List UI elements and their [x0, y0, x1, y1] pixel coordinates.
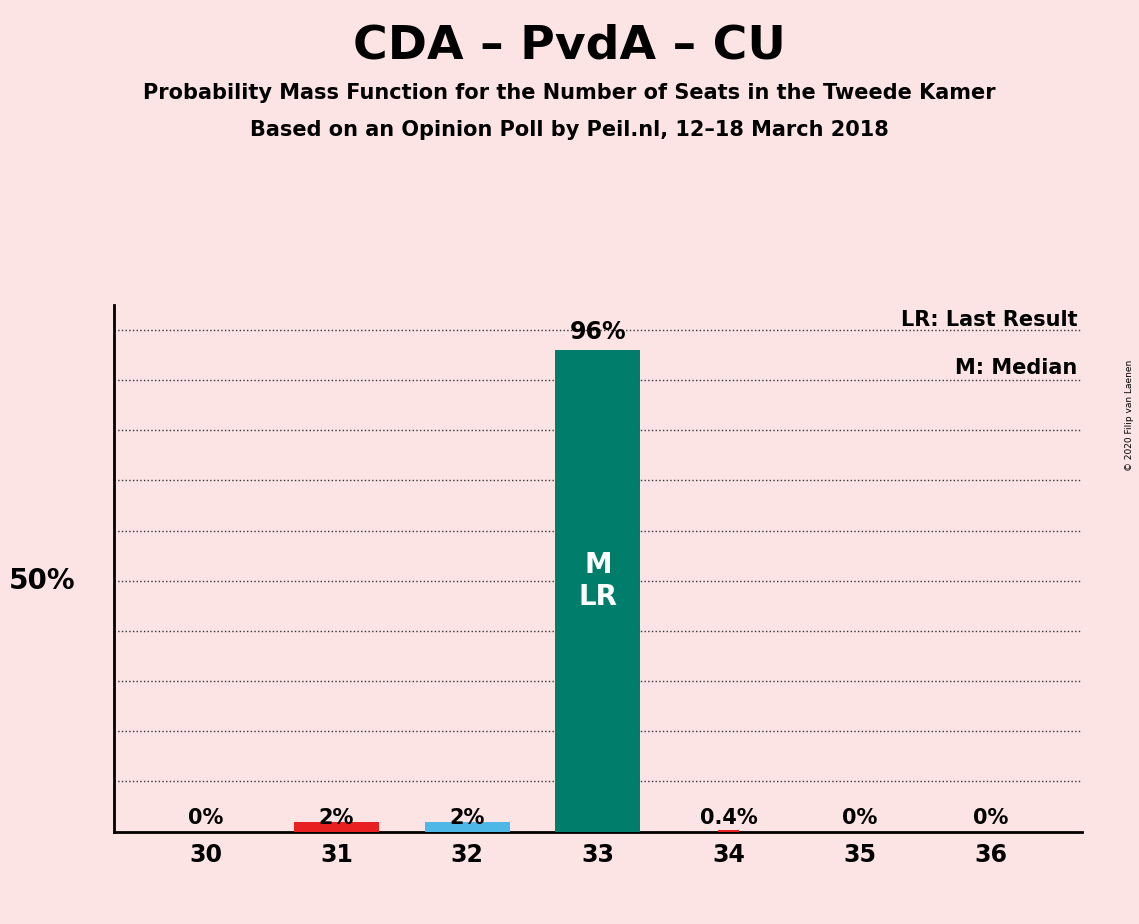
Text: M: Median: M: Median — [954, 358, 1077, 378]
Text: 0.4%: 0.4% — [700, 808, 757, 828]
Text: Probability Mass Function for the Number of Seats in the Tweede Kamer: Probability Mass Function for the Number… — [144, 83, 995, 103]
Text: 96%: 96% — [570, 320, 626, 344]
Text: © 2020 Filip van Laenen: © 2020 Filip van Laenen — [1125, 360, 1134, 471]
Text: 2%: 2% — [450, 808, 485, 828]
Text: 50%: 50% — [9, 566, 75, 595]
Text: LR: Last Result: LR: Last Result — [901, 310, 1077, 330]
Bar — [294, 821, 379, 832]
Text: M
LR: M LR — [579, 551, 617, 611]
Text: 0%: 0% — [188, 808, 223, 828]
Text: 0%: 0% — [842, 808, 877, 828]
Text: 2%: 2% — [319, 808, 354, 828]
Bar — [556, 350, 640, 832]
Text: Based on an Opinion Poll by Peil.nl, 12–18 March 2018: Based on an Opinion Poll by Peil.nl, 12–… — [251, 120, 888, 140]
Text: 0%: 0% — [973, 808, 1008, 828]
Bar — [425, 821, 509, 832]
Bar — [719, 830, 739, 832]
Text: CDA – PvdA – CU: CDA – PvdA – CU — [353, 23, 786, 68]
